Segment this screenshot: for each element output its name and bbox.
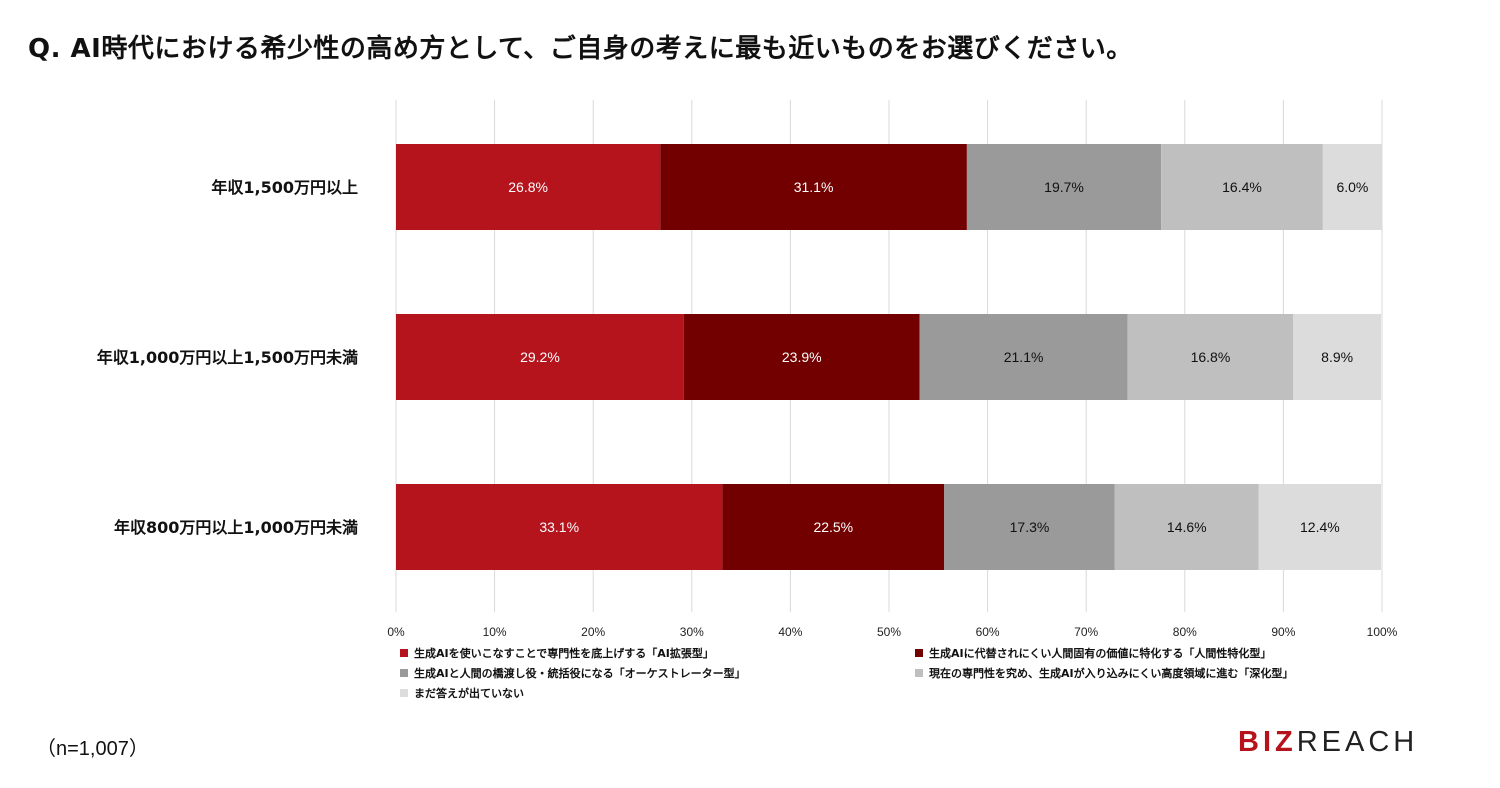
bar-segment — [1322, 144, 1382, 230]
category-label: 年収1,500万円以上 — [211, 178, 358, 197]
bar-segment — [396, 314, 684, 400]
legend-item: まだ答えが出ていない — [400, 685, 524, 701]
bar-segment — [1293, 314, 1382, 400]
x-tick-label: 10% — [483, 625, 507, 639]
data-label: 16.4% — [1222, 179, 1262, 195]
category-label: 年収1,000万円以上1,500万円未満 — [97, 348, 358, 367]
data-label: 23.9% — [782, 349, 822, 365]
bar-segment — [396, 484, 723, 570]
data-label: 29.2% — [520, 349, 560, 365]
bar-segment — [1161, 144, 1323, 230]
legend-swatch — [915, 649, 923, 657]
data-label: 31.1% — [794, 179, 834, 195]
data-label: 22.5% — [813, 519, 853, 535]
legend-swatch — [400, 689, 408, 697]
x-tick-label: 50% — [877, 625, 901, 639]
legend-item: 生成AIを使いこなすことで専門性を底上げする「AI拡張型」 — [400, 645, 714, 661]
x-tick-label: 20% — [581, 625, 605, 639]
data-label: 14.6% — [1167, 519, 1207, 535]
data-label: 16.8% — [1191, 349, 1231, 365]
legend-label: 生成AIに代替されにくい人間固有の価値に特化する「人間性特化型」 — [929, 647, 1272, 660]
bar-segment — [683, 314, 920, 400]
category-label: 年収800万円以上1,000万円未満 — [114, 518, 358, 537]
bar-segment — [944, 484, 1115, 570]
data-label: 12.4% — [1300, 519, 1340, 535]
bar-segment — [1258, 484, 1382, 570]
x-tick-label: 100% — [1367, 625, 1398, 639]
legend-label: 現在の専門性を究め、生成AIが入り込みにくい高度領域に進む「深化型」 — [929, 667, 1294, 680]
x-tick-label: 40% — [778, 625, 802, 639]
data-label: 33.1% — [539, 519, 579, 535]
stacked-bar-chart: 0% 10% 20% 30% 40% 50% 60% 70% 80% 90% 100% 年収1,500… — [97, 100, 1398, 639]
legend-label: 生成AIと人間の橋渡し役・統括役になる「オーケストレーター型」 — [414, 667, 746, 680]
legend-swatch — [915, 669, 923, 677]
legend-item: 生成AIと人間の橋渡し役・統括役になる「オーケストレーター型」 — [400, 665, 746, 681]
chart-title: Q. AI時代における希少性の高め方として、ご自身の考えに最も近いものをお選びく… — [28, 34, 1133, 64]
legend-swatch — [400, 649, 408, 657]
data-label: 26.8% — [508, 179, 548, 195]
bizreach-logo: BIZREACH — [1238, 726, 1418, 759]
bar-segment — [1127, 314, 1294, 400]
x-tick-label: 30% — [680, 625, 704, 639]
logo-part-2: REACH — [1296, 726, 1419, 758]
data-label: 6.0% — [1336, 179, 1368, 195]
x-tick-label: 80% — [1173, 625, 1197, 639]
data-label: 8.9% — [1321, 349, 1353, 365]
legend-item: 現在の専門性を究め、生成AIが入り込みにくい高度領域に進む「深化型」 — [915, 665, 1293, 681]
bar-segment — [396, 144, 661, 230]
legend-item: 生成AIに代替されにくい人間固有の価値に特化する「人間性特化型」 — [915, 645, 1271, 661]
data-label: 19.7% — [1044, 179, 1084, 195]
sample-size-note: （n=1,007） — [36, 738, 149, 760]
legend-swatch — [400, 669, 408, 677]
data-label: 17.3% — [1010, 519, 1050, 535]
bar-segment — [919, 314, 1128, 400]
data-label: 21.1% — [1004, 349, 1044, 365]
bar-segment — [660, 144, 967, 230]
bar-segment — [722, 484, 945, 570]
logo-part-1: BIZ — [1238, 726, 1297, 758]
bar-segment — [966, 144, 1162, 230]
x-tick-label: 60% — [976, 625, 1000, 639]
x-tick-label: 70% — [1074, 625, 1098, 639]
legend-label: まだ答えが出ていない — [414, 687, 524, 700]
x-tick-label: 0% — [387, 625, 405, 639]
legend-label: 生成AIを使いこなすことで専門性を底上げする「AI拡張型」 — [414, 647, 714, 660]
x-tick-label: 90% — [1271, 625, 1295, 639]
bar-segment — [1114, 484, 1259, 570]
